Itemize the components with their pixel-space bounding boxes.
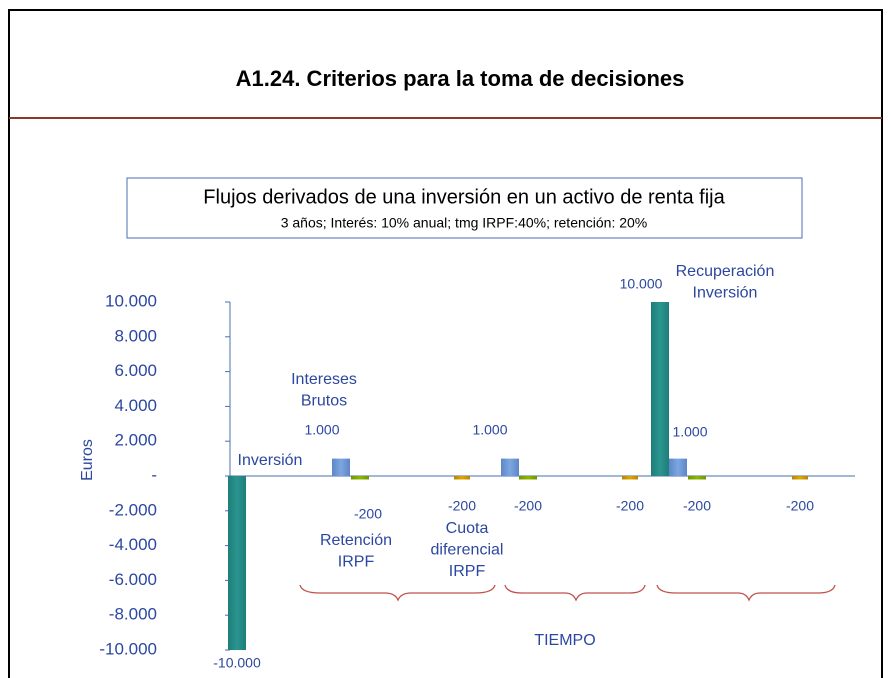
y-tick-label: -6.000 bbox=[109, 570, 157, 589]
brace-year1 bbox=[299, 584, 496, 602]
annotation: Inversión bbox=[693, 285, 758, 302]
value-label: -10.000 bbox=[213, 655, 261, 671]
y-tick-label: -10.000 bbox=[99, 639, 157, 658]
chart-subtitle: 3 años; Interés: 10% anual; tmg IRPF:40%… bbox=[281, 215, 648, 231]
annotation: Cuota bbox=[446, 520, 489, 537]
annotation: Intereses bbox=[291, 371, 357, 388]
bar bbox=[228, 476, 246, 650]
value-label: 1.000 bbox=[304, 422, 339, 438]
braces bbox=[299, 584, 836, 602]
annotation: Inversión bbox=[238, 452, 303, 469]
annotation: IRPF bbox=[338, 554, 375, 571]
annotation: IRPF bbox=[449, 563, 486, 580]
annotation: Recuperación bbox=[676, 263, 775, 280]
y-tick-label: 6.000 bbox=[114, 361, 157, 380]
value-label: -200 bbox=[616, 498, 644, 514]
bar bbox=[651, 302, 669, 476]
value-label: -200 bbox=[683, 498, 711, 514]
bar bbox=[351, 476, 369, 480]
y-tick-label: 8.000 bbox=[114, 326, 157, 345]
bar bbox=[332, 458, 350, 476]
bar bbox=[519, 476, 537, 480]
y-axis-label: Euros bbox=[79, 439, 96, 481]
chart-title-box bbox=[126, 177, 803, 239]
annotation: diferencial bbox=[431, 542, 504, 559]
brace-year2 bbox=[504, 584, 646, 602]
value-label: -200 bbox=[514, 498, 542, 514]
y-tick-label: -8.000 bbox=[109, 605, 157, 624]
bar bbox=[501, 458, 519, 476]
y-tick-label: -2.000 bbox=[109, 500, 157, 519]
value-label: -200 bbox=[448, 498, 476, 514]
bar bbox=[622, 476, 638, 480]
value-label: -200 bbox=[786, 498, 814, 514]
value-label: 10.000 bbox=[620, 276, 663, 292]
bar bbox=[454, 476, 470, 480]
annotation: Retención bbox=[320, 532, 392, 549]
y-tick-label: 2.000 bbox=[114, 431, 157, 450]
y-tick-label: 4.000 bbox=[114, 396, 157, 415]
bar bbox=[669, 458, 687, 476]
x-axis-label: TIEMPO bbox=[534, 632, 595, 649]
value-label: 1.000 bbox=[472, 422, 507, 438]
y-tick-label: 10.000 bbox=[105, 291, 157, 310]
brace-year3 bbox=[656, 584, 836, 602]
y-tick-label: - bbox=[151, 465, 157, 484]
annotation: Brutos bbox=[301, 393, 347, 410]
slide-frame bbox=[8, 9, 883, 678]
chart-title: Flujos derivados de una inversión en un … bbox=[203, 186, 725, 208]
bar bbox=[792, 476, 808, 480]
value-label: -200 bbox=[354, 506, 382, 522]
value-label: 1.000 bbox=[672, 424, 707, 440]
bar bbox=[688, 476, 706, 480]
slide-title: A1.24. Criterios para la toma de decisio… bbox=[236, 66, 685, 91]
y-tick-label: -4.000 bbox=[109, 535, 157, 554]
